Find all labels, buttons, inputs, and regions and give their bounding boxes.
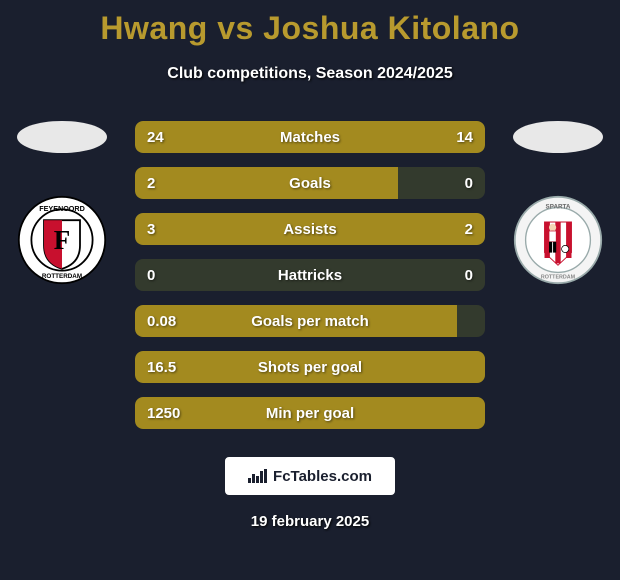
svg-text:SPARTA: SPARTA: [546, 204, 571, 211]
stat-label: Assists: [195, 221, 425, 238]
left-col: FEYENOORD ROTTERDAM F: [7, 121, 117, 285]
svg-text:F: F: [54, 225, 70, 255]
stat-value-left: 3: [135, 221, 195, 238]
stats-column: 24Matches142Goals03Assists20Hattricks00.…: [135, 121, 485, 429]
stat-value-right: 2: [425, 221, 485, 238]
stat-value-left: 2: [135, 175, 195, 192]
stat-label: Matches: [195, 129, 425, 146]
club-crest-right: SPARTA ROTTERDAM: [513, 195, 603, 285]
stat-label: Min per goal: [195, 405, 425, 422]
stat-value-right: 14: [425, 129, 485, 146]
stat-value-left: 24: [135, 129, 195, 146]
svg-text:FEYENOORD: FEYENOORD: [39, 204, 85, 213]
stat-row: 24Matches14: [135, 121, 485, 153]
right-col: SPARTA ROTTERDAM: [503, 121, 613, 285]
subtitle: Club competitions, Season 2024/2025: [0, 65, 620, 83]
stat-row: 2Goals0: [135, 167, 485, 199]
stat-value-left: 16.5: [135, 359, 195, 376]
club-crest-left: FEYENOORD ROTTERDAM F: [17, 195, 107, 285]
stat-value-right: 0: [425, 175, 485, 192]
player-photo-slot-left: [17, 121, 107, 153]
stat-value-left: 0: [135, 267, 195, 284]
stat-label: Hattricks: [195, 267, 425, 284]
player-photo-slot-right: [513, 121, 603, 153]
svg-text:ROTTERDAM: ROTTERDAM: [42, 273, 82, 280]
stat-value-right: 0: [425, 267, 485, 284]
stat-value-left: 1250: [135, 405, 195, 422]
stat-label: Shots per goal: [195, 359, 425, 376]
stat-row: 16.5Shots per goal: [135, 351, 485, 383]
svg-text:ROTTERDAM: ROTTERDAM: [541, 275, 576, 281]
brand-badge[interactable]: FcTables.com: [225, 457, 395, 495]
brand-label: FcTables.com: [273, 468, 372, 485]
chart-icon: [248, 469, 267, 483]
stat-row: 1250Min per goal: [135, 397, 485, 429]
comparison-wrap: FEYENOORD ROTTERDAM F 24Matches142Goals0…: [0, 121, 620, 429]
page-title: Hwang vs Joshua Kitolano: [0, 0, 620, 47]
sparta-crest-icon: SPARTA ROTTERDAM: [513, 195, 603, 285]
footer-date: 19 february 2025: [0, 513, 620, 530]
stat-label: Goals per match: [195, 313, 425, 330]
stat-row: 3Assists2: [135, 213, 485, 245]
stat-label: Goals: [195, 175, 425, 192]
stat-row: 0Hattricks0: [135, 259, 485, 291]
stat-row: 0.08Goals per match: [135, 305, 485, 337]
feyenoord-crest-icon: FEYENOORD ROTTERDAM F: [17, 195, 107, 285]
stat-value-left: 0.08: [135, 313, 195, 330]
